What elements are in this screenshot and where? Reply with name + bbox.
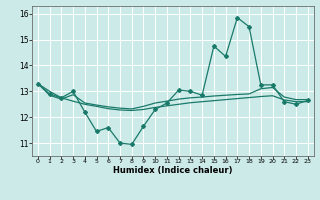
X-axis label: Humidex (Indice chaleur): Humidex (Indice chaleur) [113,166,233,175]
